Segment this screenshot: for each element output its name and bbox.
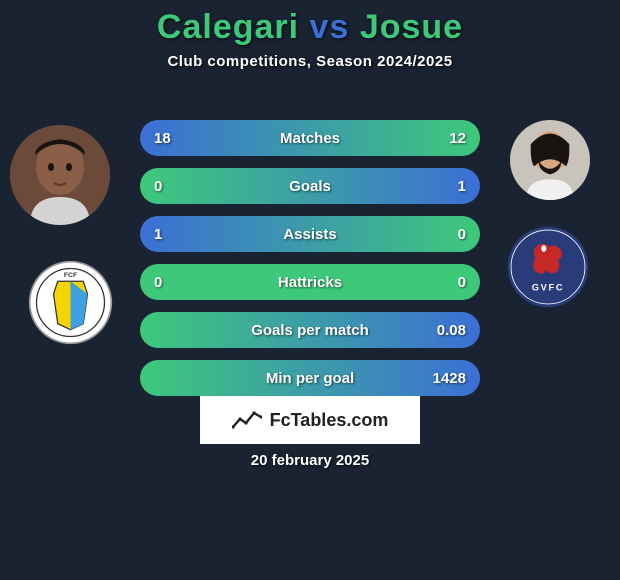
svg-text:FCF: FCF xyxy=(64,272,77,279)
stat-row-assists: 1 Assists 0 xyxy=(140,216,480,252)
stat-right: 12 xyxy=(449,130,466,147)
brand-text: FcTables.com xyxy=(270,410,389,431)
stat-right: 0 xyxy=(458,226,466,243)
stat-right: 1428 xyxy=(433,370,466,387)
brand-box: FcTables.com xyxy=(200,396,420,444)
svg-text:GVFC: GVFC xyxy=(532,283,564,293)
stat-row-hattricks: 0 Hattricks 0 xyxy=(140,264,480,300)
club2-badge: GVFC xyxy=(506,225,590,309)
stat-label: Hattricks xyxy=(140,274,480,291)
stat-right: 0 xyxy=(458,274,466,291)
brand-chart-icon xyxy=(232,409,262,431)
stat-row-goals: 0 Goals 1 xyxy=(140,168,480,204)
stat-right: 0.08 xyxy=(437,322,466,339)
title-vs: vs xyxy=(310,8,350,46)
stat-label: Min per goal xyxy=(140,370,480,387)
subtitle: Club competitions, Season 2024/2025 xyxy=(0,53,620,70)
stat-label: Goals per match xyxy=(140,322,480,339)
title-player2: Josue xyxy=(360,8,463,46)
stat-row-matches: 18 Matches 12 xyxy=(140,120,480,156)
club1-badge: FCF xyxy=(28,260,113,345)
footer-date: 20 february 2025 xyxy=(0,452,620,469)
stat-row-mpg: Min per goal 1428 xyxy=(140,360,480,396)
comparison-title: Calegari vs Josue xyxy=(0,0,620,47)
stat-label: Assists xyxy=(140,226,480,243)
stat-label: Matches xyxy=(140,130,480,147)
stat-right: 1 xyxy=(458,178,466,195)
player1-avatar xyxy=(10,125,110,225)
player2-avatar xyxy=(510,120,590,200)
stats-container: 18 Matches 12 0 Goals 1 1 Assists 0 0 Ha… xyxy=(140,120,480,408)
title-player1: Calegari xyxy=(157,8,299,46)
stat-row-gpm: Goals per match 0.08 xyxy=(140,312,480,348)
stat-label: Goals xyxy=(140,178,480,195)
